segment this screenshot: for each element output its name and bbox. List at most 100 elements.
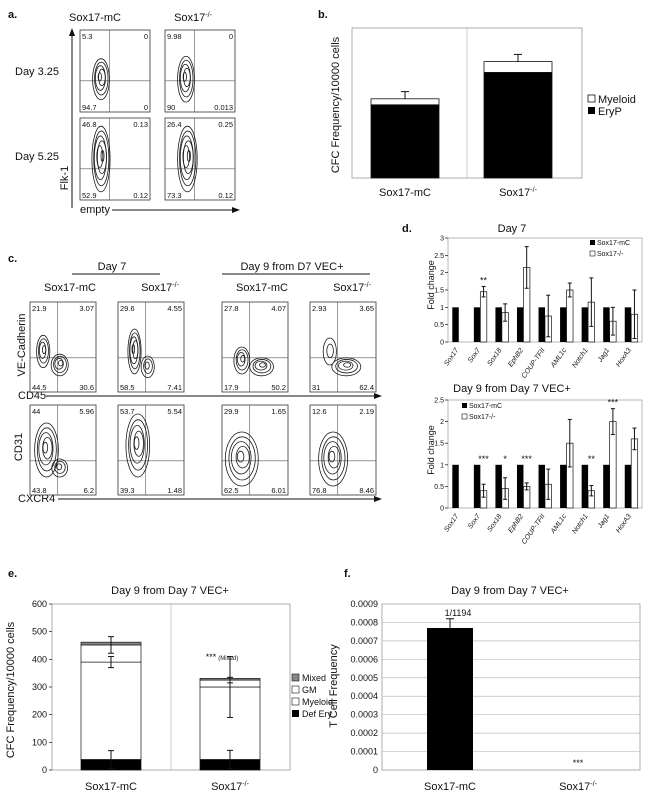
panel-e-legend-mixed: Mixed <box>302 673 326 683</box>
panel-c-cd31-plot-0-q-ll: 43.8 <box>32 486 47 495</box>
panel-d-1-bar-mc-0 <box>452 464 459 508</box>
panel-a-plot-ko-d5-blob-0-ring-4 <box>182 145 190 168</box>
panel-a-plot-mc-d5-blob-0-ring-3 <box>96 140 107 175</box>
panel-c-vecad-plot-2-blob-0-ring-2 <box>236 352 246 367</box>
panel-c-cd31-plot-2-blob-0-ring-4 <box>236 450 245 463</box>
panel-a-plot-mc-d3: 5.3 0 94.7 0 <box>79 29 151 113</box>
panel-c-vecad-plot-2-q-ul: 27.8 <box>224 304 239 313</box>
panel-a-plot-ko-d5-q-ul: 26.4 <box>167 120 182 129</box>
panel-e-ytick-4: 400 <box>32 654 47 664</box>
panel-d-1-sig-1: *** <box>478 454 489 464</box>
panel-a-label: a. <box>8 9 17 21</box>
panel-a-y-axis-label: Flk-1 <box>59 166 71 190</box>
panel-c-vecad-plot-0-q-ul: 21.9 <box>32 304 47 313</box>
panel-b: b. CFC Frequency/10000 cells Sox17-mC So… <box>318 9 636 199</box>
panel-d-1-xlabel-3: EphB2 <box>507 513 525 534</box>
panel-c-cd31-plot-0-blob-1-ring-1 <box>54 460 66 474</box>
panel-f-bar-label-1: *** <box>573 758 584 768</box>
panel-c-vecad-plot-3-q-ur: 3.65 <box>359 304 374 313</box>
panel-c-vecad-plot-2-q-ur: 4.07 <box>271 304 286 313</box>
panel-c-cd31-plot-3-frame <box>309 404 377 496</box>
panel-c-cd31-plot-3: 12.6 2.19 76.8 8.46 <box>309 404 377 496</box>
panel-c-cd31-plot-2: 29.9 1.65 62.5 6.01 <box>221 404 289 496</box>
panel-d-1-bar-mc-1 <box>473 464 481 508</box>
panel-c-row1-y-label: VE-Cadherin <box>16 314 28 377</box>
panel-a-plot-mc-d5-blob-0-ring-1 <box>93 130 110 187</box>
panel-d-0-xlabel-6: Notch1 <box>571 347 590 369</box>
panel-c-vecad-plot-1-q-lr: 7.41 <box>167 383 182 392</box>
panel-c-cd31-plot-3-blob-0-ring-0 <box>318 431 349 487</box>
panel-e-label: e. <box>8 568 17 580</box>
panel-d-label: d. <box>402 223 412 235</box>
panel-c-cd31-plot-2-blob-0-ring-2 <box>230 441 252 475</box>
panel-d-0-xlabel-0: Sox17 <box>443 346 461 367</box>
panel-f-ytick-2: 0.0002 <box>350 728 378 738</box>
panel-d-0-xlabel-5: AML1c <box>549 347 568 370</box>
panel-d-0-bar-ko-5 <box>566 289 574 343</box>
panel-c-vecad-plot-3-blob-1-ring-0 <box>322 337 337 366</box>
panel-c-vecad-plot-1-blob-1-ring-2 <box>144 361 150 370</box>
panel-c-group2-title: Day 9 from D7 VEC+ <box>240 261 343 273</box>
panel-d: d. Day 7 Fold change Day 9 from Day 7 VE… <box>402 223 643 546</box>
panel-a-x-axis-label: empty <box>80 204 110 216</box>
panel-d-1-xlabel-7: Jag1 <box>596 513 611 530</box>
panel-c-vecad-plot-2-blob-0-ring-0 <box>233 346 251 375</box>
panel-c-vecad-plot-1-q-ll: 58.5 <box>120 383 135 392</box>
panel-c-vecad-plot-1-blob-0-ring-3 <box>132 340 139 360</box>
panel-c-vecad-plot-2-blob-1-ring-0 <box>249 357 274 377</box>
panel-f-y-label: T Cell Frequency <box>328 644 340 728</box>
panel-b-bars <box>370 53 553 179</box>
panel-d-bottom-legend-mc: Sox17-mC <box>469 403 502 410</box>
panel-d-0-sig-1: ** <box>480 276 488 286</box>
panel-c-row1-x-label: CD45 <box>18 390 46 402</box>
panel-a-plot-ko-d3-q-ll: 90 <box>167 103 175 112</box>
panel-c-cd31-plot-2-q-lr: 6.01 <box>271 486 286 495</box>
panel-d-0-xlabel-3: EphB2 <box>507 347 525 368</box>
panel-d-1-sig-6: ** <box>588 454 596 464</box>
panel-c-vecad-plot-1-blob-0-ring-1 <box>129 332 141 370</box>
panel-d-1-bar-mc-6 <box>581 464 589 508</box>
panel-c-cd31-plot-1-blob-0-ring-1 <box>128 419 149 471</box>
panel-e-ytick-6: 600 <box>32 599 47 609</box>
panel-c-row2-x-label: CXCR4 <box>18 493 55 505</box>
panel-f-ytick-5: 0.0005 <box>350 673 378 683</box>
panel-c-cd31-plot-0-frame <box>29 404 97 496</box>
panel-b-xtick-0: Sox17-mC <box>379 187 431 199</box>
panel-c-vecad-plot-3-blob-1-ring-1 <box>326 343 334 359</box>
panel-c-vecad-plot-2-blob-0-ring-3 <box>240 354 246 363</box>
panel-c-vecad-plot-0-blob-1-ring-0 <box>50 353 69 377</box>
panel-b-legend-eryp: EryP <box>598 106 622 118</box>
panel-c-vecad-plot-1-blob-1-ring-1 <box>143 358 153 374</box>
panel-c-cd31-plot-0-q-ur: 5.96 <box>79 407 94 416</box>
panel-c-cd31-plot-1-frame <box>117 404 185 496</box>
panel-e-legend-gm: GM <box>302 685 317 695</box>
panel-a-plot-mc-d3-blob-0-ring-3 <box>98 68 106 87</box>
panel-d-0-xlabel-8: HoxA3 <box>615 347 633 368</box>
panel-a-plot-ko-d3-blob-0-ring-4 <box>182 71 187 82</box>
panel-c-cd31-plot-0-blob-0-ring-1 <box>36 427 57 472</box>
panel-c-cd31-plot-0-q-lr: 6.2 <box>84 486 94 495</box>
panel-d-0-ytick-5: 2.5 <box>434 253 444 260</box>
panel-d-1-bar-mc-3 <box>516 464 524 508</box>
panel-a-plot-ko-d3-frame <box>164 29 236 113</box>
panel-c-vecad-plot-0-blob-0-ring-3 <box>42 345 47 355</box>
panel-a-plot-mc-d5-q-ul: 46.8 <box>82 120 97 129</box>
panel-a-plot-mc-d3-blob-0-ring-0 <box>92 58 110 101</box>
panel-c-cd31-plot-0-blob-0-ring-4 <box>42 441 49 454</box>
panel-d-1-xlabel-0: Sox17 <box>443 512 461 533</box>
panel-f-ytick-0: 0 <box>373 765 378 775</box>
panel-d-0-ytick-4: 2 <box>440 270 444 277</box>
panel-c-row2-x-arrowhead <box>374 496 382 502</box>
panel-c-cd31-plot-2-blob-0-ring-0 <box>224 431 259 487</box>
panel-d-1-ytick-2: 1 <box>440 462 444 469</box>
panel-a: a. Sox17-mC Sox17-/- Day 3.25 Day 5.25 F… <box>8 9 240 216</box>
panel-e-ytick-5: 500 <box>32 627 47 637</box>
panel-f-chart: 0 0.0001 0.0002 0.0003 0.0004 0.0005 0.0006 0.0… <box>350 599 641 775</box>
panel-c-col4-title: Sox17-/- <box>333 282 371 294</box>
panel-c-cd31-plot-0-blob-0-ring-0 <box>34 422 59 478</box>
panel-e-legend-myeloid-swatch <box>291 697 300 706</box>
panel-a-plot-ko-d5-q-ur: 0.25 <box>218 120 233 129</box>
panel-c-vecad-plot-3-q-ul: 2.93 <box>312 304 327 313</box>
panel-c-cd31-plot-1: 53.7 5.54 39.3 1.48 <box>117 404 185 496</box>
panel-a-plot-mc-d3-q-ul: 5.3 <box>82 32 92 41</box>
